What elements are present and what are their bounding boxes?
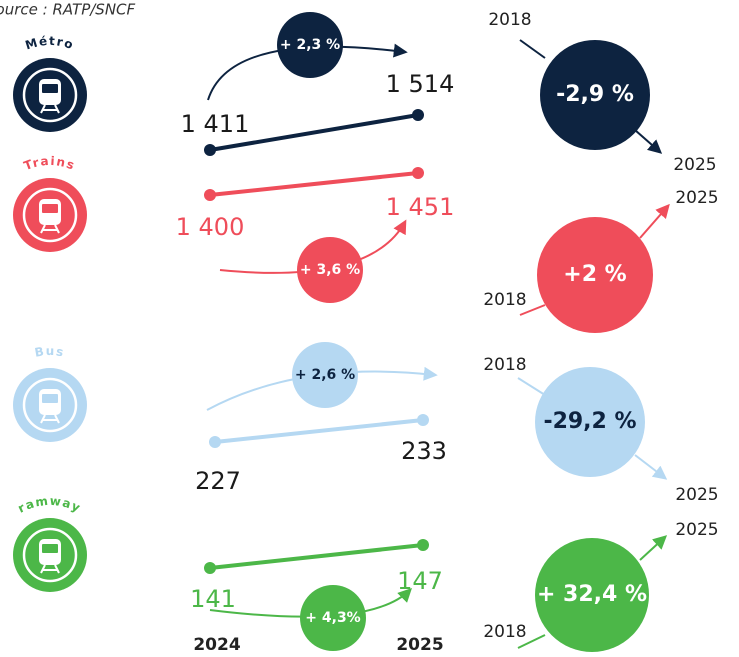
change-arrow (207, 43, 408, 101)
change-long: -29,2 % (543, 409, 636, 434)
trend-arrow (639, 203, 670, 239)
value-2024: 227 (195, 467, 241, 495)
to-year: 2025 (673, 155, 716, 175)
source: Source : RATP/SNCF (0, 1, 136, 19)
icon-window (42, 544, 58, 553)
vehicle-label-text: Trains (22, 153, 76, 172)
trend-arrow (639, 535, 668, 561)
icon-rails (40, 224, 60, 234)
icon-window (42, 204, 58, 213)
change-short: + 2,3 % (280, 37, 340, 53)
slope-dot (204, 189, 216, 201)
change-bubble (300, 585, 366, 651)
change-bubble (277, 12, 343, 78)
change-circle (540, 40, 650, 150)
to-year: 2025 (675, 188, 718, 208)
slope-line (209, 171, 419, 197)
icon-ring (22, 527, 78, 583)
from-year: 2018 (483, 355, 526, 375)
icon-ring (22, 187, 78, 243)
change-bubble (292, 342, 358, 408)
icon-ring (22, 377, 78, 433)
trend-arrow (519, 304, 546, 316)
change-long: -2,9 % (556, 82, 634, 107)
vehicle-label-text: Métro (23, 33, 74, 52)
to-year: 2025 (675, 485, 718, 505)
year-label: 2025 (396, 635, 443, 655)
trend-arrow (517, 377, 546, 396)
to-year: 2025 (675, 520, 718, 540)
slope-line (209, 113, 419, 152)
vehicle-label: Trains (22, 153, 78, 172)
change-circle (537, 217, 653, 333)
from-year: 2018 (488, 10, 531, 30)
change-short: + 4,3% (305, 610, 360, 626)
change-short: + 2,6 % (295, 367, 355, 383)
value-2024: 1 411 (181, 110, 250, 138)
change-circle (535, 538, 649, 652)
value-2025: 1 451 (386, 193, 455, 221)
from-year: 2018 (483, 290, 526, 310)
slope-dot (417, 414, 429, 426)
icon-window (42, 394, 58, 403)
slope-dot (417, 539, 429, 551)
value-2024: 1 400 (176, 213, 245, 241)
trend-arrow (517, 634, 546, 649)
icon-rails (40, 414, 60, 424)
value-2025: 147 (397, 567, 443, 595)
trend-arrow (634, 454, 668, 480)
slope-dot (209, 436, 221, 448)
change-short: + 3,6 % (300, 262, 360, 278)
slope-dot (204, 562, 216, 574)
slope-line (214, 418, 424, 444)
icon-window (42, 84, 58, 93)
slope-dot (412, 109, 424, 121)
value-2024: 141 (190, 585, 236, 613)
change-long: +2 % (563, 262, 626, 287)
change-bubble (297, 237, 363, 303)
icon-rails (40, 104, 60, 114)
value-2025: 1 514 (386, 70, 455, 98)
vehicle-label: Bus (33, 343, 66, 359)
icon-ring (22, 67, 78, 123)
vehicle-label: Métro (23, 33, 76, 52)
slope-line (209, 543, 424, 570)
value-2025: 233 (401, 437, 447, 465)
slope-dot (204, 144, 216, 156)
year-label: 2024 (193, 635, 240, 655)
change-long: + 32,4 % (537, 582, 647, 607)
trend-arrow (519, 39, 546, 59)
from-year: 2018 (483, 622, 526, 642)
slope-dot (412, 167, 424, 179)
vehicle-label-text: Bus (33, 343, 64, 359)
change-circle (535, 367, 645, 477)
trend-arrow (634, 129, 663, 154)
icon-rails (40, 564, 60, 574)
